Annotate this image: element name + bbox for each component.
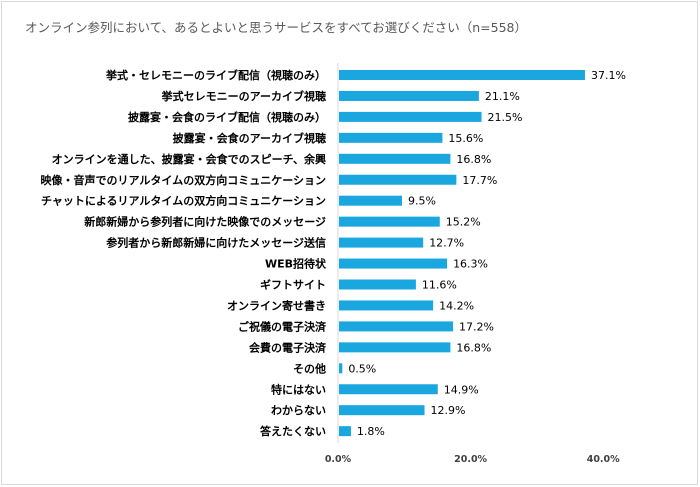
bar — [339, 237, 424, 248]
category-label: わからない — [271, 404, 326, 417]
category-label: オンライン寄せ書き — [227, 298, 326, 312]
value-label: 0.5% — [348, 362, 376, 375]
value-label: 11.6% — [422, 279, 457, 292]
value-label: 12.7% — [429, 237, 464, 250]
bar — [339, 132, 443, 143]
bar — [339, 321, 454, 332]
category-label: WEB招待状 — [265, 257, 327, 271]
category-label: 披露宴・会食のライブ配信（視聴のみ） — [128, 110, 326, 124]
bar — [339, 216, 440, 227]
bar — [339, 258, 448, 269]
value-label: 9.5% — [408, 195, 436, 208]
chart-title: オンライン参列において、あるとよいと思うサービスをすべてお選びください（n=55… — [25, 20, 528, 35]
value-label: 17.7% — [462, 174, 497, 187]
value-label: 12.9% — [431, 404, 466, 417]
value-label: 1.8% — [357, 425, 385, 438]
bar — [339, 279, 416, 290]
category-label: ご祝儀の電子決済 — [238, 319, 327, 333]
value-label: 14.2% — [439, 299, 474, 312]
value-label: 16.8% — [456, 153, 491, 166]
bar — [339, 90, 479, 101]
bar — [339, 426, 351, 437]
category-label: 答えたくない — [260, 424, 326, 438]
x-tick-label: 40.0% — [587, 454, 620, 465]
bar — [339, 342, 451, 353]
category-label: オンラインを通した、披露宴・会食でのスピーチ、余興 — [52, 152, 326, 166]
bar — [339, 174, 457, 185]
category-label: 映像・音声でのリアルタイムの双方向コミュニケーション — [41, 173, 326, 187]
category-label: 挙式・セレモニーのライブ配信（視聴のみ） — [105, 68, 326, 82]
category-label: チャットによるリアルタイムの双方向コミュニケーション — [41, 194, 326, 208]
bar — [339, 405, 425, 416]
value-label: 16.8% — [456, 341, 491, 354]
bar — [339, 300, 434, 311]
bar — [339, 363, 343, 374]
value-label: 37.1% — [591, 69, 626, 82]
bar — [339, 153, 451, 164]
category-label: ギフトサイト — [260, 278, 326, 292]
x-tick-label: 0.0% — [325, 454, 352, 465]
bar — [339, 70, 585, 80]
value-label: 15.6% — [448, 132, 483, 145]
bar — [339, 384, 438, 395]
bar — [339, 195, 402, 206]
category-label: その他 — [293, 361, 326, 375]
value-label: 21.5% — [488, 111, 523, 124]
category-label: 会費の電子決済 — [249, 340, 327, 354]
value-label: 17.2% — [459, 320, 494, 333]
category-label: 挙式セレモニーのアーカイブ視聴 — [161, 89, 326, 103]
value-label: 21.1% — [485, 90, 520, 103]
category-label: 新郎新婦から参列者に向けた映像でのメッセージ — [84, 215, 326, 229]
value-label: 14.9% — [444, 383, 479, 396]
value-label: 16.3% — [453, 258, 488, 271]
value-label: 15.2% — [446, 216, 481, 229]
category-label: 披露宴・会食のアーカイブ視聴 — [173, 131, 326, 145]
bar — [339, 111, 482, 122]
category-label: 参列者から新郎新婦に向けたメッセージ送信 — [106, 236, 326, 250]
x-tick-label: 20.0% — [454, 454, 487, 465]
category-label: 特にはない — [271, 382, 326, 396]
